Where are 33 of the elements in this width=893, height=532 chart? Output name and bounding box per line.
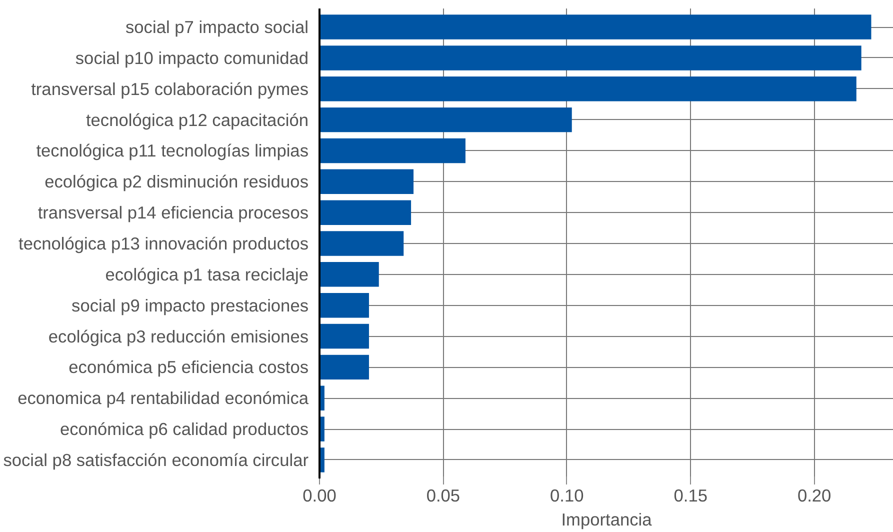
x-tick-label: 0.10 [550,486,584,506]
y-tick-label: tecnológica p13 innovación productos [18,234,309,254]
y-tick-label: social p10 impacto comunidad [75,48,309,68]
y-tick-label: ecológica p3 reducción emisiones [48,326,309,346]
bar [320,324,369,349]
x-tick-label: 0.00 [302,486,336,506]
bar [320,262,379,287]
y-tick-label: tecnológica p12 capacitación [86,110,309,130]
bar [320,354,369,380]
bar [320,292,369,318]
y-tick-label: transversal p15 colaboración pymes [31,78,309,99]
y-tick-label: tecnológica p11 tecnologías limpias [36,140,309,161]
bar [320,169,414,194]
y-tick-label: económica p5 eficiencia costos [68,357,309,378]
y-tick-label: social p9 impacto prestaciones [72,295,309,316]
bar [320,107,572,132]
y-tick-label: económica p6 calidad productos [60,419,309,440]
bar [320,231,404,256]
x-tick-label: 0.05 [426,486,460,506]
y-tick-label: social p7 impacto social [126,17,309,38]
bar [320,138,466,164]
bar [320,14,872,40]
y-tick-label: ecológica p2 disminución residuos [44,172,309,192]
y-tick-label: transversal p14 eficiencia procesos [38,202,309,223]
bar [320,46,862,70]
bar [320,200,412,225]
bar [320,76,856,102]
x-tick-label: 0.15 [674,486,708,506]
y-tick-label: social p8 satisfacción economía circular [3,450,309,470]
y-tick-label: economica p4 rentabilidad económica [18,388,309,408]
x-tick-label: 0.20 [797,486,832,506]
y-tick-label: ecológica p1 tasa reciclaje [105,264,309,284]
x-axis-title: Importancia [561,510,652,530]
